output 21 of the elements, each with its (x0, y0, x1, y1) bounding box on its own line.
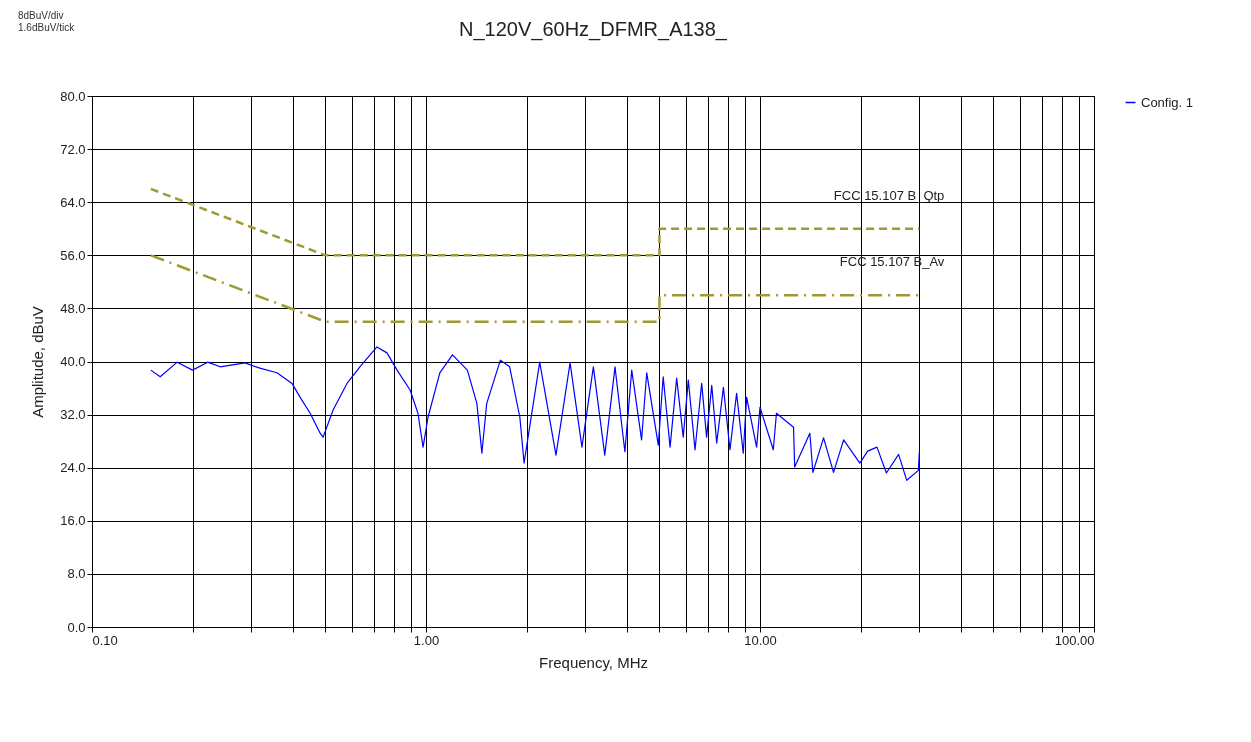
y-tick-label: 16.0 (60, 513, 86, 529)
y-tick-label: 80.0 (60, 88, 86, 104)
y-tick-label: 40.0 (60, 354, 86, 369)
x-tick-label: 100.00 (1054, 632, 1095, 648)
y-tick-label: 64.0 (60, 194, 86, 210)
y-tick-label: 56.0 (60, 247, 86, 263)
y-tick-label: 8.0 (67, 566, 86, 582)
y-tick-label: 72.0 (60, 141, 86, 157)
legend-label: Config. 1 (1141, 94, 1194, 110)
x-tick-label: 1.00 (413, 632, 440, 648)
y-tick-label: 32.0 (60, 407, 86, 423)
x-tick-label: 10.00 (744, 632, 777, 648)
y-tick-label: 0.0 (67, 619, 86, 635)
x-tick-label: 0.10 (92, 632, 118, 648)
x-axis-title: Frequency, MHz (539, 653, 648, 671)
text: 8dBuV/div (18, 10, 65, 22)
y-tick-label: 48.0 (60, 300, 86, 316)
chart-title: N_120V_60Hz_DFMR_A138_ (459, 18, 728, 41)
text: 1.6dBuV/tick (18, 22, 75, 34)
y-tick-label: 24.0 (60, 460, 86, 476)
y-axis-title: Amplitude, dBuV (29, 306, 47, 418)
